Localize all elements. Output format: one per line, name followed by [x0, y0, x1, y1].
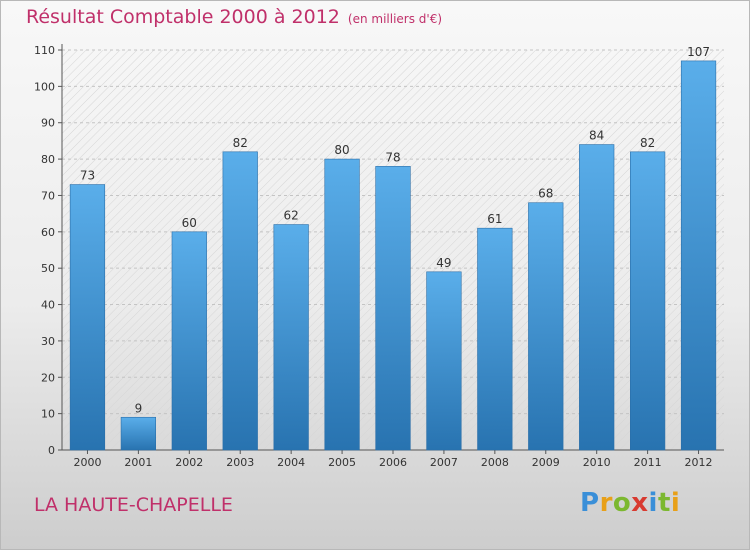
y-tick-label: 40 — [41, 299, 55, 312]
y-tick-label: 50 — [41, 262, 55, 275]
bar-2000 — [69, 184, 106, 451]
logo-letter: i — [670, 488, 681, 518]
x-tick-label-2009: 2009 — [532, 456, 560, 469]
data-label-2009: 68 — [538, 187, 553, 201]
bar-2003 — [222, 151, 258, 451]
y-tick-label: 20 — [41, 371, 55, 384]
data-label-2007: 49 — [436, 256, 451, 270]
x-tick-label-2004: 2004 — [277, 456, 305, 469]
data-label-2008: 61 — [487, 212, 502, 226]
x-tick-label-2012: 2012 — [685, 456, 713, 469]
data-label-2002: 60 — [182, 216, 197, 230]
y-tick-label: 30 — [41, 335, 55, 348]
data-label-2000: 73 — [80, 169, 95, 183]
y-tick-label: 70 — [41, 189, 55, 202]
x-tick-label-2008: 2008 — [481, 456, 509, 469]
logo-letter: i — [648, 488, 658, 518]
data-label-2011: 82 — [640, 136, 655, 150]
x-tick-label-2003: 2003 — [226, 456, 254, 469]
data-label-2003: 82 — [233, 136, 248, 150]
bar-2007 — [426, 271, 462, 451]
x-tick-label-2002: 2002 — [175, 456, 203, 469]
x-tick-label-2007: 2007 — [430, 456, 458, 469]
bar-2011 — [630, 151, 666, 451]
y-tick-label: 90 — [41, 117, 55, 130]
bar-2001 — [120, 416, 156, 451]
y-tick-label: 60 — [41, 226, 55, 239]
data-label-2005: 80 — [334, 143, 349, 157]
y-tick-label: 0 — [48, 444, 55, 457]
logo-letter: x — [631, 488, 649, 518]
y-tick-label: 10 — [41, 408, 55, 421]
proxiti-logo: Proxiti — [580, 488, 680, 518]
x-tick-label-2001: 2001 — [124, 456, 152, 469]
data-label-2012: 107 — [687, 45, 710, 59]
data-label-2001: 9 — [135, 401, 143, 415]
logo-letter: t — [657, 488, 671, 518]
x-tick-label-2006: 2006 — [379, 456, 407, 469]
bar-2006 — [375, 166, 411, 451]
data-label-2006: 78 — [385, 150, 400, 164]
x-tick-label-2005: 2005 — [328, 456, 356, 469]
logo-letter: P — [580, 488, 600, 518]
data-label-2010: 84 — [589, 129, 604, 143]
x-tick-label-2000: 2000 — [73, 456, 101, 469]
data-label-2004: 62 — [284, 209, 299, 223]
bar-2012 — [680, 60, 717, 451]
bar-2005 — [324, 158, 360, 451]
chart-subtitle: (en milliers d'€) — [347, 12, 443, 26]
bar-2004 — [273, 224, 309, 451]
bars: 73 9 60 82 62 80 78 49 61 68 84 82 107 — [69, 45, 717, 451]
bar-2010 — [579, 144, 615, 451]
bar-2008 — [477, 227, 513, 451]
y-tick-label: 80 — [41, 153, 55, 166]
x-tick-label-2010: 2010 — [583, 456, 611, 469]
chart-title: Résultat Comptable 2000 à 2012 (en millie… — [26, 6, 442, 28]
bar-2009 — [528, 202, 564, 451]
location-name: LA HAUTE-CHAPELLE — [34, 494, 233, 516]
title-text: Résultat Comptable 2000 à 2012 — [26, 6, 340, 28]
y-tick-label: 100 — [34, 80, 55, 93]
x-tick-label-2011: 2011 — [634, 456, 662, 469]
logo-letter: r — [599, 488, 613, 518]
y-tick-label: 110 — [34, 44, 55, 57]
bar-2002 — [171, 231, 207, 451]
logo-letter: o — [612, 488, 632, 518]
